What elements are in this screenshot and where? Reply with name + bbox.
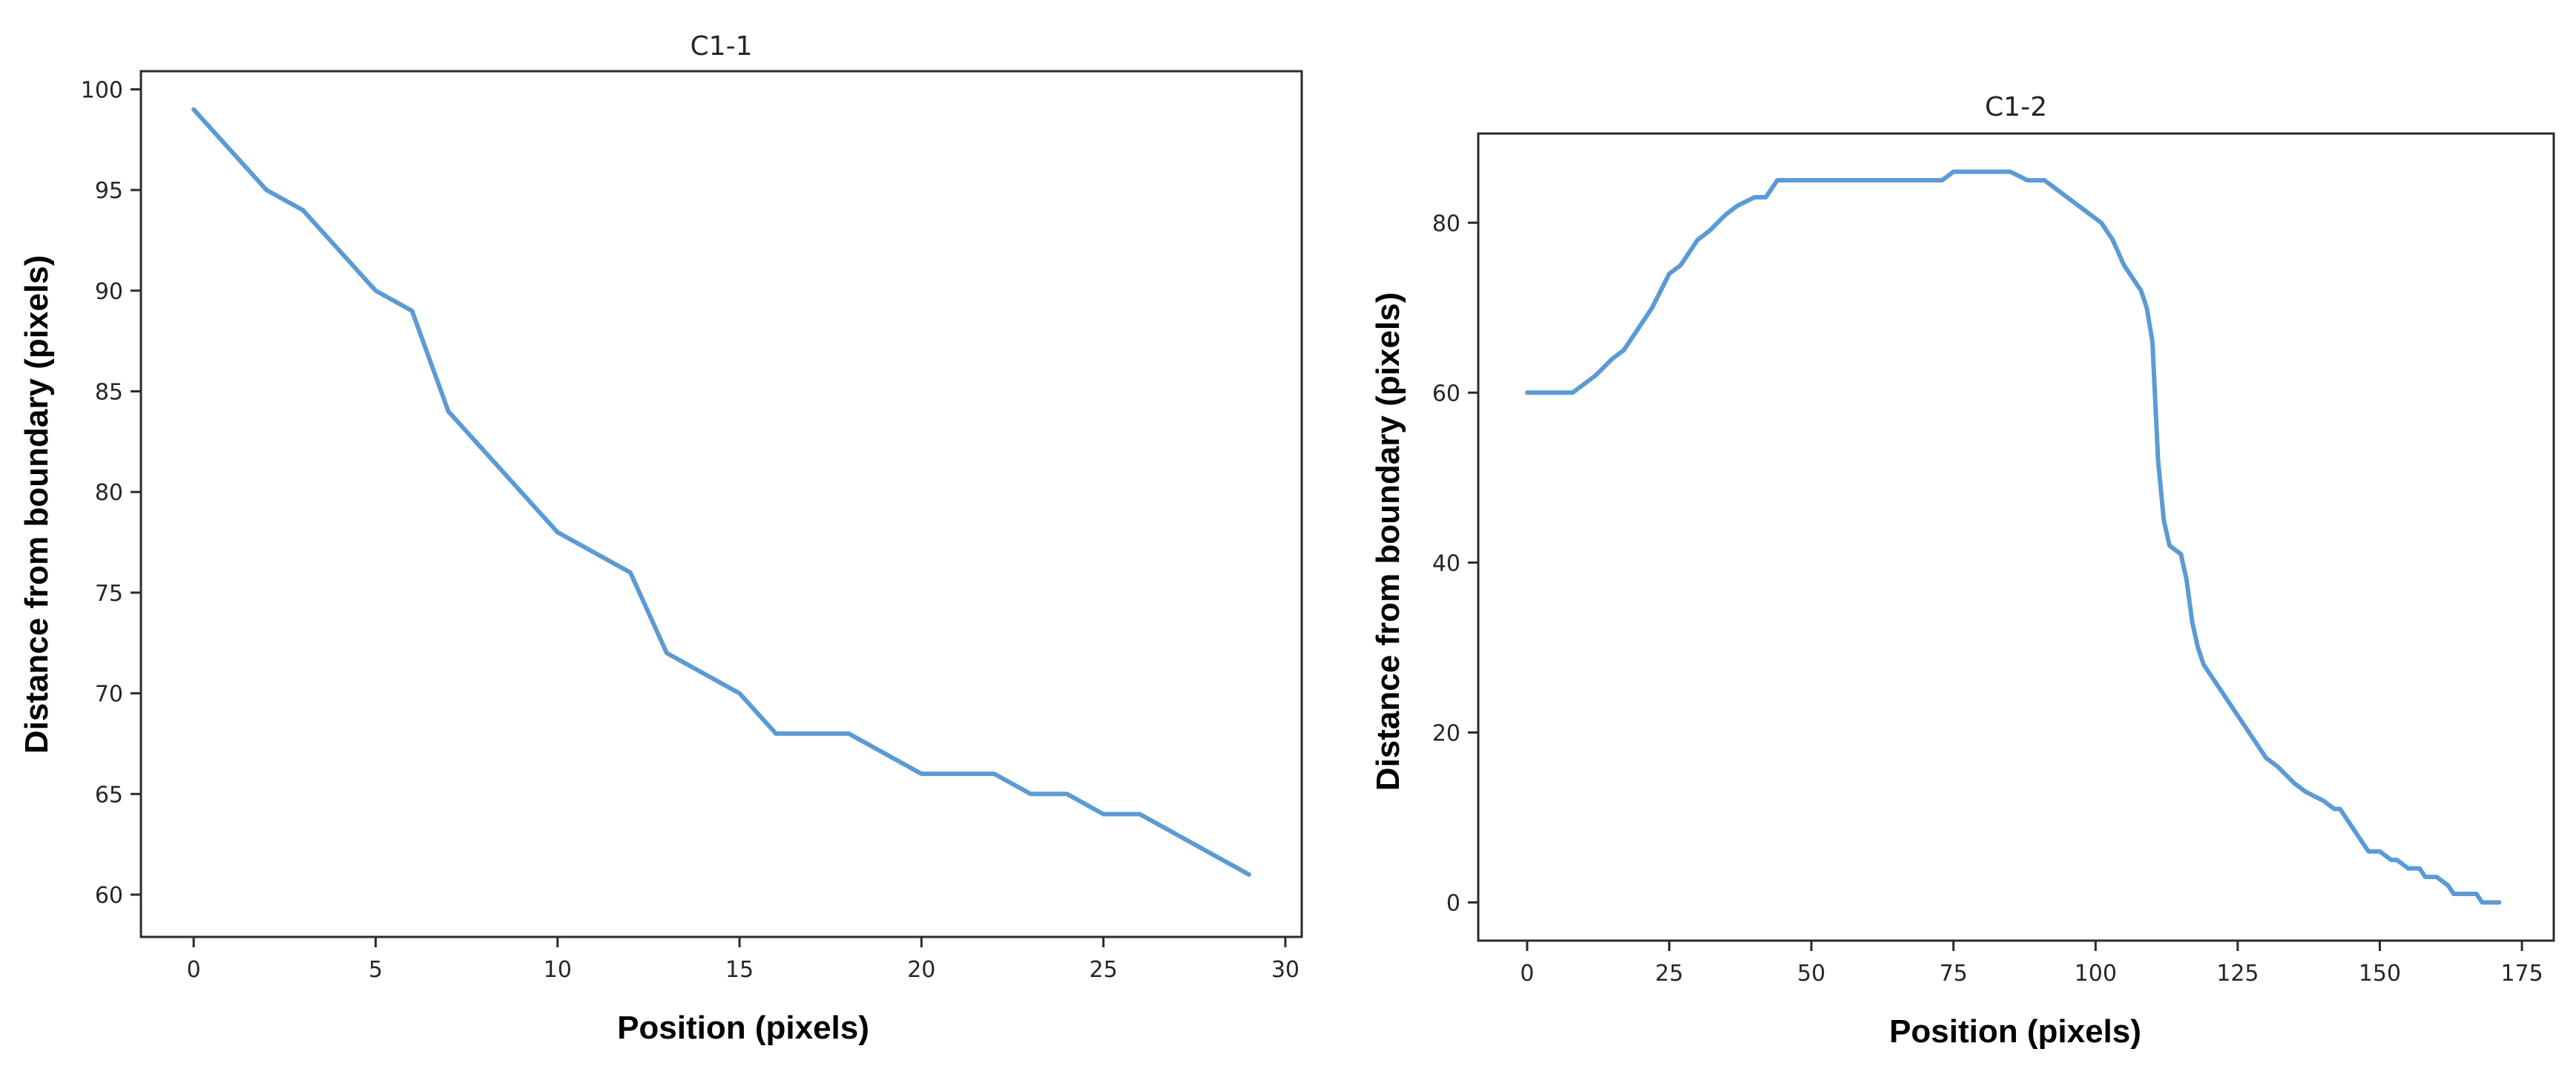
x-tick-label: 25 xyxy=(1090,957,1118,983)
x-tick-label: 125 xyxy=(2216,961,2259,987)
y-tick-label: 90 xyxy=(95,279,123,305)
x-tick-label: 5 xyxy=(369,957,383,983)
x-tick-label: 15 xyxy=(725,957,754,983)
x-tick-label: 0 xyxy=(187,957,201,983)
y-axis-label: Distance from boundary (pixels) xyxy=(19,255,55,754)
x-tick-label: 25 xyxy=(1655,961,1683,987)
x-tick-label: 20 xyxy=(907,957,935,983)
y-tick-label: 0 xyxy=(1446,890,1460,916)
series-line xyxy=(191,107,1251,877)
series-line xyxy=(1524,169,2502,905)
y-tick-label: 60 xyxy=(1432,381,1460,407)
x-tick-label: 75 xyxy=(1940,961,1968,987)
plot-frame xyxy=(139,70,1303,938)
y-tick-label: 65 xyxy=(95,782,123,808)
y-tick-label: 85 xyxy=(95,380,123,406)
y-tick-label: 20 xyxy=(1432,720,1460,746)
y-tick-label: 100 xyxy=(81,77,123,103)
x-tick-label: 50 xyxy=(1797,961,1825,987)
y-tick-label: 95 xyxy=(95,178,123,204)
chart-title: C1-1 xyxy=(691,31,753,62)
x-tick-label: 30 xyxy=(1271,957,1299,983)
y-tick-label: 80 xyxy=(1432,211,1460,237)
y-axis-label: Distance from boundary (pixels) xyxy=(1370,292,1406,791)
y-tick-label: 75 xyxy=(95,581,123,607)
chart-title: C1-2 xyxy=(1985,92,2047,122)
y-tick-label: 70 xyxy=(95,682,123,708)
plot-frame xyxy=(1477,132,2555,942)
chart-c1-2: C1-2 0 25 50 75 100 125 150 175 0 20 40 60 80 Position… xyxy=(1370,92,2555,1050)
x-axis-label: Position (pixels) xyxy=(1889,1013,2141,1050)
x-tick-label: 175 xyxy=(2500,961,2543,987)
x-tick-label: 150 xyxy=(2359,961,2401,987)
x-tick-label: 100 xyxy=(2075,961,2117,987)
x-tick-label: 10 xyxy=(544,957,572,983)
y-tick-label: 60 xyxy=(95,883,123,909)
y-tick-label: 80 xyxy=(95,480,123,506)
x-axis-label: Position (pixels) xyxy=(617,1010,869,1046)
chart-c1-1: C1-1 0 5 10 15 20 25 30 60 65 70 75 80 85 90 95 100 Posit… xyxy=(19,31,1303,1046)
y-tick-label: 40 xyxy=(1432,550,1460,576)
x-tick-label: 0 xyxy=(1520,961,1534,987)
